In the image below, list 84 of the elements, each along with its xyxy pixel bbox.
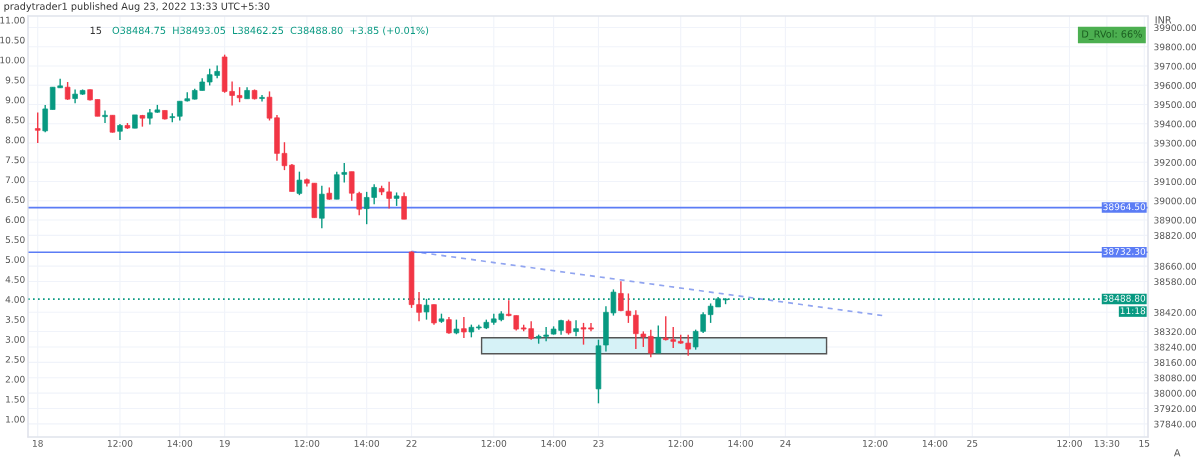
x-tick-label: 12:00 — [294, 439, 320, 447]
candlestick — [42, 104, 48, 133]
y2-tick-label: 7.00 — [5, 176, 25, 184]
y-tick-label: 37840.00 — [1154, 420, 1197, 428]
y-tick-label: 39100.00 — [1154, 178, 1197, 186]
y2-tick-label: 2.50 — [5, 355, 25, 363]
text: O38484.75 H38493.05 L38462.25 C38488.80 +3.85 (+0.01%) — [112, 26, 429, 36]
y2-tick-label: 5.50 — [5, 236, 25, 244]
y2-tick-label: 3.00 — [5, 335, 25, 343]
y2-tick-label: 3.50 — [5, 316, 25, 323]
y-tick-label: 39600.00 — [1154, 82, 1197, 89]
y-tick-label: 38160.00 — [1154, 359, 1197, 366]
candlestick — [648, 328, 654, 358]
x-tick-label: 14:00 — [728, 439, 753, 447]
y-tick-label: 37920.00 — [1154, 405, 1197, 413]
ref-line-label: 38488.80 — [1103, 294, 1146, 302]
y2-tick-label: 8.00 — [5, 136, 25, 144]
y-tick-label: 38240.00 — [1154, 343, 1197, 351]
y-tick-label: 38660.00 — [1154, 262, 1197, 270]
x-tick-label: 22 — [406, 439, 417, 447]
annotation: D_RVol: 66% — [1082, 30, 1142, 40]
y-tick-label: 39300.00 — [1154, 139, 1197, 147]
y-tick-label: 39400.00 — [1154, 120, 1197, 128]
x-tick-label: 19 — [219, 439, 230, 447]
ref-line-label: 38964.50 — [1103, 203, 1146, 211]
y2-tick-label: 9.00 — [5, 96, 25, 104]
x-tick-label: 12:00 — [863, 439, 888, 447]
x-tick-label: 18 — [32, 439, 43, 447]
y-tick-label: 39500.00 — [1154, 101, 1197, 109]
y2-tick-label: 8.50 — [5, 116, 25, 124]
x-tick-label: 15 — [1139, 440, 1150, 447]
candlestick — [34, 111, 41, 144]
y2-tick-label: 2.00 — [5, 375, 25, 383]
y2-tick-label: 11.00 — [0, 16, 25, 24]
y2-tick-label: 1.50 — [6, 395, 25, 403]
candlestick — [461, 316, 467, 339]
x-tick-label: 13:30 — [1094, 439, 1120, 447]
candlestick — [655, 324, 662, 354]
ref-line-label: 38732.30 — [1103, 248, 1146, 255]
x-tick-label: 14:00 — [922, 439, 948, 447]
x-tick-label: 25 — [967, 439, 978, 447]
candlestick — [102, 109, 108, 124]
text: A — [1173, 449, 1181, 457]
x-tick-label: 12:00 — [668, 439, 694, 447]
y-tick-label: 38820.00 — [1154, 232, 1197, 239]
y2-tick-label: 5.00 — [5, 256, 25, 263]
y2-tick-label: 4.50 — [5, 276, 25, 283]
candlestick — [625, 292, 632, 324]
y-tick-label: 39800.00 — [1154, 43, 1197, 51]
candlestick — [431, 303, 437, 326]
y2-tick-label: 10.00 — [0, 56, 25, 64]
x-tick-label: 12:00 — [1057, 439, 1082, 447]
y2-tick-label: 4.00 — [5, 296, 25, 303]
y-axis-title: INR — [1155, 16, 1172, 24]
x-tick-label: 23 — [593, 439, 604, 447]
candlestick — [618, 280, 624, 312]
x-tick-label: 14:00 — [354, 439, 380, 447]
y-tick-label: 38320.00 — [1154, 328, 1197, 336]
x-tick-label: 24 — [780, 439, 791, 447]
y-tick-label: 38420.00 — [1154, 309, 1197, 316]
candlestick — [401, 191, 407, 220]
text: 15 — [90, 26, 102, 35]
y-tick-label: 39700.00 — [1154, 62, 1197, 70]
y2-tick-label: 10.50 — [0, 36, 25, 44]
x-tick-label: 14:00 — [541, 439, 567, 447]
y2-tick-label: 7.50 — [5, 156, 25, 164]
y-tick-label: 38000.00 — [1154, 389, 1197, 397]
y-tick-label: 39900.00 — [1154, 24, 1197, 32]
text: pradytrader1 published Aug 23, 2022 13:33 UTC+5:30 — [4, 2, 270, 12]
x-tick-label: 12:00 — [481, 439, 507, 447]
y-tick-label: 38900.00 — [1154, 216, 1197, 224]
y-tick-label: 39200.00 — [1154, 158, 1197, 166]
y2-tick-label: 9.50 — [5, 76, 25, 84]
candlestick — [296, 170, 303, 196]
y2-tick-label: 1.00 — [6, 415, 25, 423]
x-tick-label: 14:00 — [167, 439, 193, 447]
x-tick-label: 12:00 — [107, 439, 133, 447]
candlestick — [573, 319, 579, 338]
y-tick-label: 38080.00 — [1154, 374, 1197, 382]
y-tick-label: 39000.00 — [1154, 197, 1197, 205]
y2-tick-label: 6.00 — [5, 216, 25, 224]
annotation: 11:18 — [1120, 307, 1146, 315]
y-tick-label: 38580.00 — [1154, 278, 1197, 286]
y2-tick-label: 6.50 — [5, 196, 25, 204]
